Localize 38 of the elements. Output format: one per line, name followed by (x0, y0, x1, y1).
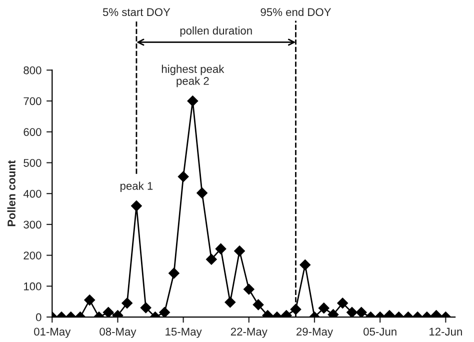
point (346, 306, 358, 318)
y-axis-title: Pollen count (7, 160, 16, 226)
point (196, 188, 208, 198)
x-tick-label: 12-Jun (430, 328, 462, 336)
ref-line-label: 5% start DOY (102, 8, 170, 16)
x-tick-label: 05-Jun (364, 328, 396, 336)
x-tick-label: 01-May (34, 328, 71, 338)
point (328, 309, 339, 318)
point (215, 243, 226, 254)
point (168, 268, 180, 279)
point (356, 306, 367, 318)
point (131, 200, 142, 212)
point (159, 306, 170, 318)
x-tick-label: 08-May (100, 328, 136, 338)
annotation: highest peak peak 2 (162, 64, 224, 88)
y-tick-label: 400 (23, 190, 42, 198)
point (102, 306, 114, 318)
y-tick-label: 100 (24, 282, 42, 290)
y-tick-label: 500 (24, 158, 42, 167)
y-tick-label: 300 (24, 220, 42, 229)
y-tick-label: 800 (24, 66, 42, 74)
point (243, 284, 254, 295)
point (234, 246, 245, 256)
x-tick-label: 29-May (296, 328, 333, 338)
point (178, 171, 189, 182)
y-tick-label: 700 (24, 97, 42, 106)
x-tick-label: 15-May (166, 328, 202, 338)
point (300, 259, 311, 270)
point (206, 254, 217, 265)
y-tick-label: 0 (36, 313, 42, 322)
y-tick-label: 200 (24, 252, 42, 260)
ref-line-label: 95% end DOY (260, 8, 332, 16)
point (187, 96, 198, 106)
x-tick-label: 22-May (230, 328, 268, 338)
y-tick-label: 600 (24, 128, 42, 136)
point (84, 294, 96, 306)
annotation: peak 1 (120, 182, 153, 192)
text: pollen duration (180, 26, 252, 37)
